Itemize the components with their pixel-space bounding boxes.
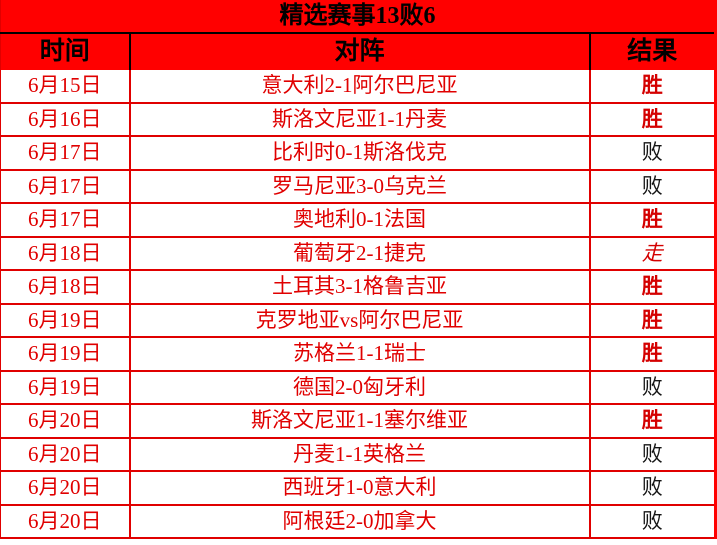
table-row: 6月20日 斯洛文尼亚1-1塞尔维亚 胜 [0,404,716,439]
match-date: 6月18日 [0,236,130,271]
match-result: 胜 [588,337,716,372]
match-result: 走 [588,236,716,271]
table-title: 精选赛事13败6 [0,0,716,34]
match-date: 6月19日 [0,337,130,372]
match-date: 6月18日 [0,270,130,305]
table-row: 6月18日 土耳其3-1格鲁吉亚 胜 [0,270,716,305]
col-header-match: 对阵 [128,33,590,70]
table-row: 6月19日 苏格兰1-1瑞士 胜 [0,337,716,372]
match-result: 败 [588,504,716,539]
title-row: 精选赛事13败6 [0,0,716,34]
match-result: 败 [588,136,716,171]
table-row: 6月20日 阿根廷2-0加拿大 败 [0,504,716,539]
match-fixture: 奥地利0-1法国 [128,203,590,238]
match-date: 6月16日 [0,102,130,137]
match-result: 胜 [588,270,716,305]
match-date: 6月17日 [0,169,130,204]
match-date: 6月20日 [0,471,130,506]
match-date: 6月19日 [0,370,130,405]
table-row: 6月20日 西班牙1-0意大利 败 [0,471,716,506]
match-fixture: 丹麦1-1英格兰 [128,437,590,472]
match-result: 败 [588,437,716,472]
match-result: 败 [588,169,716,204]
match-fixture: 西班牙1-0意大利 [128,471,590,506]
match-fixture: 斯洛文尼亚1-1塞尔维亚 [128,404,590,439]
match-date: 6月15日 [0,70,130,104]
match-fixture: 罗马尼亚3-0乌克兰 [128,169,590,204]
match-fixture: 克罗地亚vs阿尔巴尼亚 [128,303,590,338]
table-row: 6月19日 克罗地亚vs阿尔巴尼亚 胜 [0,303,716,338]
match-result: 败 [588,471,716,506]
match-fixture: 苏格兰1-1瑞士 [128,337,590,372]
match-fixture: 比利时0-1斯洛伐克 [128,136,590,171]
match-fixture: 阿根廷2-0加拿大 [128,504,590,539]
match-result: 胜 [588,203,716,238]
match-result: 胜 [588,70,716,104]
table-row: 6月17日 奥地利0-1法国 胜 [0,203,716,238]
col-header-time: 时间 [0,33,130,70]
match-date: 6月20日 [0,504,130,539]
match-fixture: 葡萄牙2-1捷克 [128,236,590,271]
match-fixture: 意大利2-1阿尔巴尼亚 [128,70,590,104]
match-date: 6月19日 [0,303,130,338]
table-row: 6月16日 斯洛文尼亚1-1丹麦 胜 [0,102,716,137]
table-row: 6月19日 德国2-0匈牙利 败 [0,370,716,405]
match-result: 胜 [588,303,716,338]
col-header-result: 结果 [588,33,716,70]
table-row: 6月15日 意大利2-1阿尔巴尼亚 胜 [0,70,716,104]
match-result: 败 [588,370,716,405]
table-row: 6月18日 葡萄牙2-1捷克 走 [0,236,716,271]
match-result: 胜 [588,404,716,439]
table-row: 6月20日 丹麦1-1英格兰 败 [0,437,716,472]
table-row: 6月17日 罗马尼亚3-0乌克兰 败 [0,169,716,204]
header-row: 时间 对阵 结果 [0,33,716,70]
match-result: 胜 [588,102,716,137]
match-date: 6月20日 [0,437,130,472]
table-row: 6月17日 比利时0-1斯洛伐克 败 [0,136,716,171]
match-date: 6月20日 [0,404,130,439]
match-fixture: 德国2-0匈牙利 [128,370,590,405]
match-date: 6月17日 [0,136,130,171]
match-fixture: 土耳其3-1格鲁吉亚 [128,270,590,305]
match-fixture: 斯洛文尼亚1-1丹麦 [128,102,590,137]
match-date: 6月17日 [0,203,130,238]
